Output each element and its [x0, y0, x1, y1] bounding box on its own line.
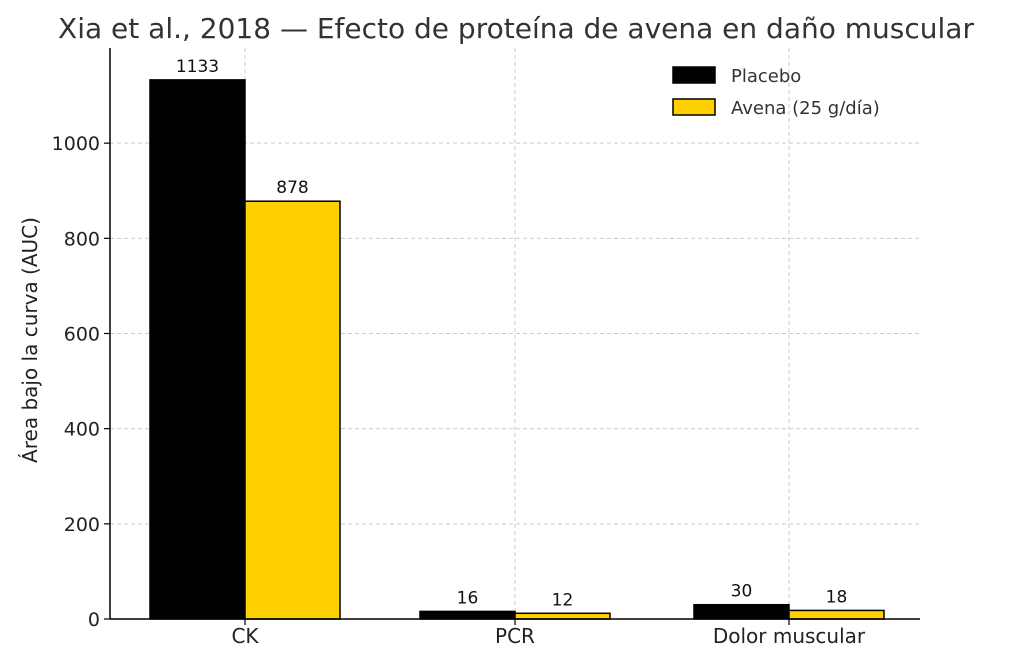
- bar-placebo: [693, 603, 790, 620]
- legend: Placebo Avena (25 g/día): [672, 66, 880, 119]
- y-tick-label: 400: [64, 419, 100, 441]
- legend-swatch: [672, 66, 716, 84]
- bar-placebo: [149, 79, 246, 620]
- bar-avena: [244, 200, 341, 620]
- bar-placebo: [419, 610, 516, 620]
- labels-layer: 0 200 400 600 800 1000 CK 1133 878 PCR 16 12 Dolor m…: [52, 57, 866, 648]
- y-tick-label: 0: [88, 609, 100, 631]
- x-tick-label: PCR: [495, 624, 535, 648]
- data-label: 878: [276, 178, 308, 198]
- data-label: 16: [457, 588, 479, 608]
- x-tick-label: CK: [231, 624, 259, 648]
- legend-swatch: [672, 98, 716, 116]
- y-tick-label: 600: [64, 324, 100, 346]
- y-tick-label: 800: [64, 228, 100, 250]
- x-tick-label: Dolor muscular: [713, 624, 866, 648]
- data-label: 30: [731, 582, 753, 602]
- data-label: 1133: [176, 57, 219, 77]
- data-label: 18: [826, 587, 848, 607]
- legend-label: Placebo: [731, 66, 801, 87]
- y-tick-label: 1000: [52, 133, 100, 155]
- bar-avena: [788, 609, 885, 620]
- y-tick-label: 200: [64, 514, 100, 536]
- y-axis-label: Área bajo la curva (AUC): [18, 217, 42, 463]
- bars-layer: [149, 79, 885, 620]
- bar-avena: [514, 612, 611, 620]
- data-label: 12: [552, 590, 574, 610]
- chart-title: Xia et al., 2018 — Efecto de proteína de…: [58, 12, 974, 45]
- legend-label: Avena (25 g/día): [731, 98, 880, 119]
